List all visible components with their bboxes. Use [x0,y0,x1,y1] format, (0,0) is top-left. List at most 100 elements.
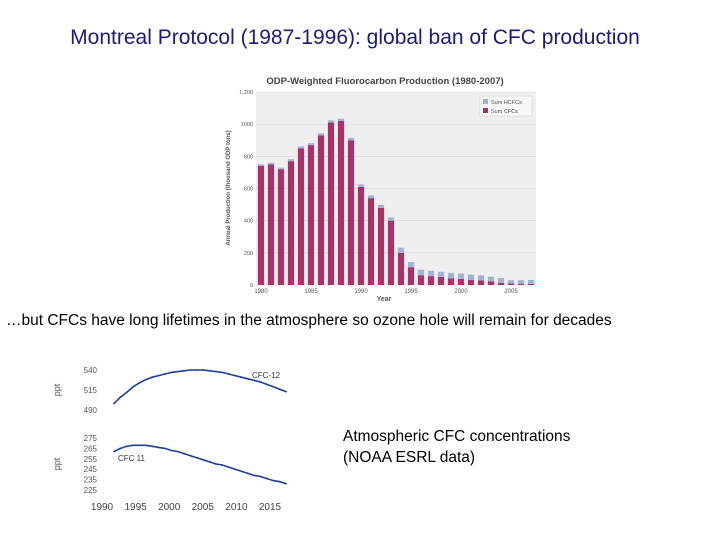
caption-line-1: Atmospheric CFC concentrations [343,428,571,445]
bar-cfc [427,276,435,285]
bar-cfc [377,207,385,285]
bar-hcfc [297,146,305,149]
legend-swatch-hcfc [483,99,488,104]
y-tick-label: 235 [84,476,98,485]
bar-cfc [487,281,495,285]
y-tick-label: 225 [84,486,98,495]
bar-cfc [387,220,395,285]
bar-cfc [447,278,455,285]
y-tick-label: 275 [84,434,98,443]
data-point [265,477,268,480]
data-point [234,374,236,377]
y-tick-labels: 0 200 400 600 800 1000 1,200 [239,90,253,289]
bar-hcfc [507,280,515,284]
cfc12-series [113,369,287,405]
data-point [208,369,211,372]
data-point [164,447,166,450]
data-point [125,445,128,448]
bar-hcfc [527,280,535,285]
bar-cfc [457,278,465,285]
y-tick-label: 540 [84,366,98,375]
data-point [234,468,236,471]
data-point [259,381,262,383]
bar-chart: ODP-Weighted Fluorocarbon Production (19… [224,74,536,303]
data-point [195,369,198,371]
data-point [278,388,281,391]
bar-cfc [497,282,505,285]
data-point [170,449,173,452]
data-point [253,474,256,477]
data-point [151,376,154,379]
bar-cfc [367,198,375,285]
y-tick-label: 265 [84,444,98,453]
data-point [176,450,179,453]
data-point [246,377,249,380]
data-point [195,456,198,459]
slide-title: Montreal Protocol (1987-1996): global ba… [70,26,640,49]
data-point [157,374,160,377]
y-tick-label: 1,200 [239,90,253,96]
data-point [285,482,287,485]
data-point [113,402,115,405]
data-point [151,445,154,448]
caption-line-2: (NOAA ESRL data) [343,449,476,466]
y-tick-label: 0 [250,283,253,289]
bar-hcfc [367,195,375,199]
cfc12-series-label: CFC-12 [252,371,281,380]
caption: Atmospheric CFC concentrations (NOAA ESR… [343,426,570,468]
bar-hcfc [497,277,505,283]
data-point [259,475,262,478]
data-point [202,458,205,461]
bar-cfc [307,145,315,285]
series-line [113,444,287,485]
bar-cfc [527,284,535,285]
x-tick-labels: 1980 1985 1990 1995 2000 2005 [254,289,518,295]
bar-chart-title-band [224,74,536,88]
bar-hcfc [357,184,365,187]
data-point [183,369,185,372]
data-point [119,396,122,399]
y-tick-label: 800 [244,154,253,160]
data-point [144,378,147,381]
data-point [157,446,160,449]
legend-label-hcfc: Sum HCFCs [491,100,522,106]
legend-swatch-cfc [483,108,488,113]
data-point [272,385,275,388]
data-point [208,461,211,463]
data-point [240,376,243,379]
bar-hcfc [307,143,315,146]
x-tick-label: 1985 [304,289,318,295]
x-tick-label: 2010 [225,502,248,513]
data-point [176,370,179,373]
slide-subtitle: …but CFCs have long lifetimes in the atm… [6,312,612,329]
data-point [215,370,217,373]
bar-hcfc [327,120,335,123]
data-point [170,371,173,374]
y-tick-label: 490 [84,406,98,415]
legend-box [479,95,533,117]
y-tick-label: 1000 [241,122,253,128]
bar-x-axis-label: Year [377,296,392,303]
bar-hcfc [267,162,275,165]
x-tick-label: 2000 [158,502,181,513]
cfc12-y-tick-labels: 540 515 490 [84,366,98,415]
data-point [227,466,230,469]
y-tick-label: 515 [84,386,98,395]
data-point [189,369,192,371]
bar-cfc [507,283,515,285]
data-point [285,390,287,393]
bar-hcfc [277,167,285,170]
cfc12-y-axis-label: ppt [52,383,62,396]
data-point [189,454,192,457]
bar-cfc [327,122,335,285]
y-tick-label: 200 [244,251,253,257]
bar-cfc [467,279,475,285]
data-point [221,464,224,466]
x-tick-label: 2005 [192,502,215,513]
series-line [113,369,287,405]
data-point [240,470,243,473]
bar-hcfc [467,274,475,280]
bar-hcfc [417,269,425,276]
bar-hcfc [427,270,435,277]
